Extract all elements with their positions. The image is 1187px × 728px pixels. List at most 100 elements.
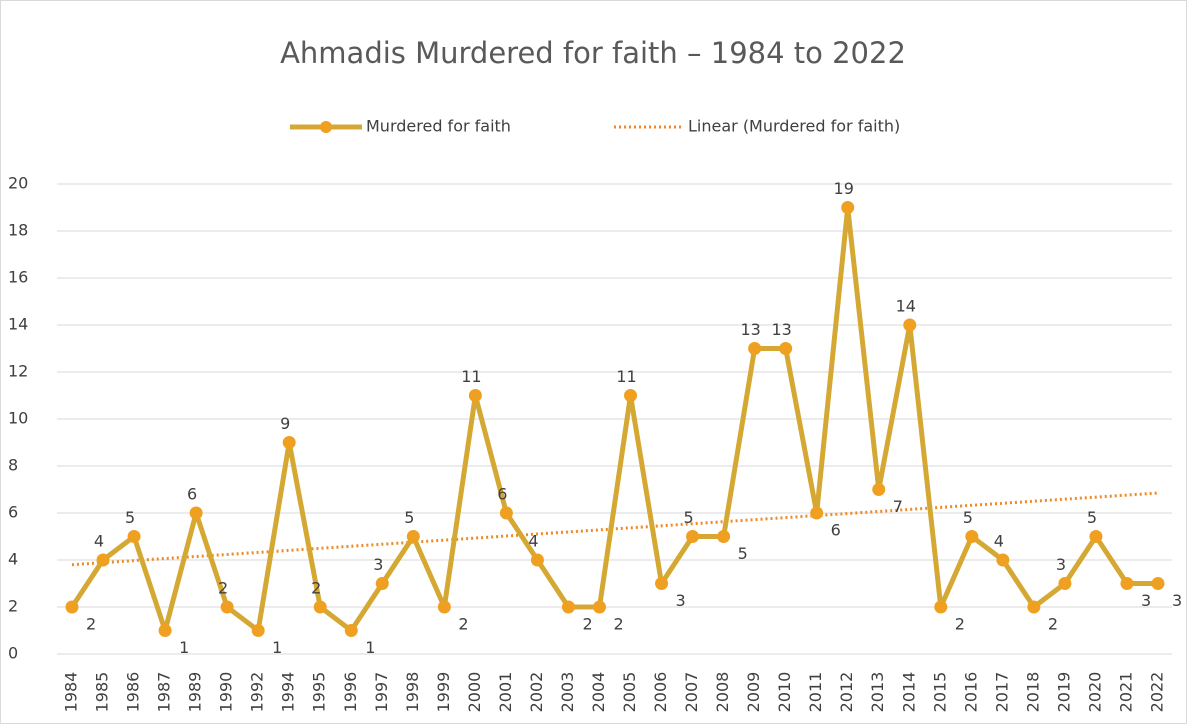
data-label: 5 <box>683 508 693 527</box>
data-label: 5 <box>963 508 973 527</box>
x-tick-label: 2019 <box>1054 672 1073 713</box>
data-label: 1 <box>365 638 375 657</box>
data-point <box>313 600 327 614</box>
data-point <box>996 553 1010 567</box>
data-label: 11 <box>616 367 636 386</box>
data-label: 5 <box>738 544 748 563</box>
data-label: 2 <box>1048 615 1058 634</box>
data-label: 2 <box>955 615 965 634</box>
data-point <box>1151 577 1165 590</box>
x-tick-label: 1999 <box>434 672 453 713</box>
data-point <box>872 483 886 496</box>
legend: Murdered for faith Linear (Murdered for … <box>290 117 900 136</box>
data-point <box>220 600 234 614</box>
data-point <box>158 624 172 637</box>
y-tick-label: 16 <box>8 268 28 287</box>
x-tick-label: 2005 <box>620 672 639 713</box>
data-point <box>127 530 141 543</box>
data-point <box>468 389 482 402</box>
data-label: 5 <box>404 508 414 527</box>
data-point <box>561 600 575 614</box>
data-point <box>406 530 420 543</box>
data-point <box>965 530 979 543</box>
data-point <box>251 624 265 637</box>
data-point <box>686 530 700 543</box>
x-tick-label: 2016 <box>961 672 980 713</box>
y-tick-label: 2 <box>8 597 18 616</box>
data-label: 2 <box>582 615 592 634</box>
data-label: 6 <box>187 485 197 504</box>
x-tick-label: 2010 <box>775 672 794 713</box>
data-label: 6 <box>831 521 841 540</box>
x-tick-label: 1990 <box>217 672 236 713</box>
data-label: 4 <box>994 532 1004 551</box>
x-tick-label: 2008 <box>713 672 732 713</box>
data-label: 1 <box>272 638 282 657</box>
x-tick-label: 2012 <box>837 672 856 713</box>
data-point <box>1058 577 1072 590</box>
data-label: 3 <box>676 591 686 610</box>
x-tick-label: 1994 <box>279 672 298 713</box>
x-tick-label: 1984 <box>62 672 81 713</box>
data-label: 13 <box>771 320 791 339</box>
data-label: 2 <box>218 579 228 598</box>
data-label: 5 <box>1087 508 1097 527</box>
data-point <box>189 506 203 520</box>
data-point <box>717 530 731 543</box>
y-tick-label: 12 <box>8 362 28 381</box>
chart-title: Ahmadis Murdered for faith – 1984 to 202… <box>280 36 906 70</box>
y-tick-label: 18 <box>8 221 28 240</box>
data-point <box>934 600 948 614</box>
data-point <box>344 624 358 637</box>
x-tick-label: 1985 <box>93 672 112 713</box>
x-tick-label: 2014 <box>899 672 918 713</box>
data-label: 2 <box>458 615 468 634</box>
x-tick-label: 2000 <box>465 672 484 713</box>
data-point <box>1027 600 1041 614</box>
x-tick-label: 2002 <box>527 672 546 713</box>
data-point <box>903 318 917 332</box>
x-tick-label: 1998 <box>403 672 422 713</box>
data-label: 13 <box>740 320 760 339</box>
data-label: 11 <box>461 367 481 386</box>
data-label: 2 <box>86 615 96 634</box>
data-point <box>592 600 606 614</box>
data-point <box>530 553 544 567</box>
x-tick-label: 2003 <box>558 672 577 713</box>
y-tick-label: 10 <box>8 409 28 428</box>
trendline <box>71 491 1159 567</box>
y-tick-label: 20 <box>8 174 28 193</box>
data-point <box>1120 577 1134 590</box>
x-tick-label: 2007 <box>682 672 701 713</box>
data-point <box>65 600 79 614</box>
x-tick-label: 2021 <box>1116 672 1135 713</box>
data-point <box>810 506 824 520</box>
legend-label: Murdered for faith <box>366 117 511 136</box>
data-point <box>437 600 451 614</box>
x-tick-label: 2015 <box>930 672 949 713</box>
data-point <box>779 342 793 355</box>
x-tick-label: 2009 <box>744 672 763 713</box>
data-label: 2 <box>311 579 321 598</box>
data-label: 14 <box>896 297 916 316</box>
data-label: 2 <box>613 615 623 634</box>
x-tick-label: 2018 <box>1023 672 1042 713</box>
y-tick-label: 4 <box>8 550 18 569</box>
data-point <box>655 577 669 590</box>
x-tick-label: 1997 <box>372 672 391 713</box>
x-tick-label: 2001 <box>496 672 515 713</box>
y-tick-label: 14 <box>8 315 28 334</box>
data-label: 3 <box>1056 555 1066 574</box>
data-label: 3 <box>1141 591 1151 610</box>
x-tick-label: 2006 <box>651 672 670 713</box>
x-tick-label: 2022 <box>1148 672 1167 713</box>
data-label: 4 <box>528 532 538 551</box>
y-tick-label: 8 <box>8 456 18 475</box>
y-tick-label: 0 <box>8 644 18 663</box>
data-point <box>1089 530 1103 543</box>
data-label: 19 <box>834 179 854 198</box>
x-tick-label: 1996 <box>341 672 360 713</box>
data-point <box>499 506 513 520</box>
